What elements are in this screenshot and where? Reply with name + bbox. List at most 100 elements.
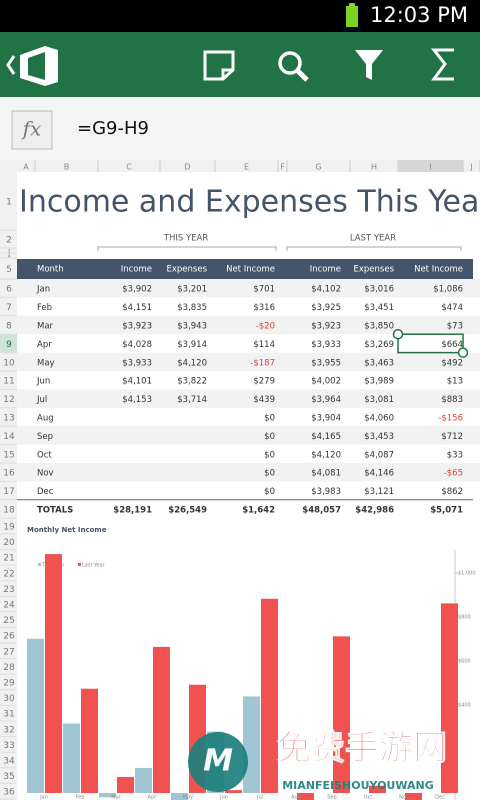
column-letter: I <box>429 163 431 172</box>
row-number: 29 <box>3 679 15 689</box>
column-letter: G <box>315 163 321 172</box>
cell: $4,087 <box>364 450 394 460</box>
cell: $3,904 <box>311 414 341 424</box>
x-tick-label: Nov <box>399 795 409 800</box>
bar <box>81 689 98 793</box>
row-number: 19 <box>3 523 15 533</box>
cell: $4,028 <box>122 340 152 350</box>
page: 12:03 PM fx =G9-H9 ABCDEFGHIJ12345678910… <box>0 0 480 800</box>
cell: -$156 <box>438 414 463 424</box>
formula-text[interactable]: =G9-H9 <box>77 118 149 139</box>
cell: $0 <box>264 487 275 497</box>
column-letter: H <box>371 163 377 172</box>
cell: $3,983 <box>311 487 341 497</box>
cell: $712 <box>441 432 463 442</box>
cell: $4,151 <box>122 303 152 313</box>
row-number: 25 <box>3 616 14 626</box>
cell: -$20 <box>256 322 275 332</box>
group-header: THIS YEAR <box>163 234 209 244</box>
bar <box>63 723 80 793</box>
row-number: 10 <box>3 358 15 368</box>
cell: Jun <box>36 377 50 387</box>
x-tick-label: Mar <box>111 795 121 800</box>
cell: $4,146 <box>364 469 394 479</box>
cell: Jan <box>36 285 50 295</box>
cell: May <box>37 358 55 368</box>
selection-handle <box>459 348 468 357</box>
row-number: 13 <box>3 414 14 424</box>
cell: $0 <box>264 450 275 460</box>
cell: $4,060 <box>364 414 394 424</box>
cell: Aug <box>37 414 54 424</box>
cell: $5,071 <box>430 506 463 516</box>
cell: TOTALS <box>37 506 73 516</box>
cell: $33 <box>447 450 463 460</box>
cell: $0 <box>264 469 275 479</box>
x-tick-label: Jan <box>39 795 48 800</box>
cell: $1,642 <box>242 506 275 516</box>
cell: $3,902 <box>122 285 152 295</box>
cell: $3,451 <box>364 303 394 313</box>
cell: Jul <box>36 395 47 405</box>
column-header: Income <box>310 265 341 275</box>
x-tick-label: Jul <box>256 795 263 800</box>
row-number: 6 <box>6 285 12 295</box>
row-number: 35 <box>3 772 14 782</box>
bar <box>225 790 242 793</box>
cell: $3,201 <box>177 285 207 295</box>
legend-swatch <box>38 563 41 566</box>
y-tick-label: $1,000 <box>458 571 476 577</box>
row-shade <box>17 353 480 371</box>
column-letter: B <box>64 163 70 172</box>
row-number: 28 <box>3 663 15 673</box>
battery-tip <box>349 3 355 7</box>
y-tick-label: $600 <box>458 659 471 665</box>
cell: $3,989 <box>364 377 394 387</box>
cell: $3,923 <box>311 322 341 332</box>
bar <box>261 599 278 793</box>
column-header: Net Income <box>226 265 275 275</box>
cell: $13 <box>447 377 463 387</box>
cell: $114 <box>253 340 275 350</box>
cell: $701 <box>253 285 275 295</box>
cell: Nov <box>37 469 54 479</box>
cell: $4,165 <box>311 432 341 442</box>
cell: $3,923 <box>122 322 152 332</box>
cell: $4,081 <box>311 469 341 479</box>
cell: $0 <box>264 432 275 442</box>
cell: $3,943 <box>177 322 207 332</box>
cell: $474 <box>441 303 463 313</box>
cell: Feb <box>37 303 52 313</box>
cell: $3,016 <box>364 285 394 295</box>
cell: $3,925 <box>311 303 341 313</box>
cell: $28,191 <box>113 506 152 516</box>
cell: Sep <box>37 432 53 442</box>
cell: $3,463 <box>364 358 394 368</box>
y-tick-label: $800 <box>458 615 471 621</box>
cell: $664 <box>441 340 463 350</box>
x-tick-label: Dec <box>435 795 445 800</box>
cell: -$65 <box>444 469 463 479</box>
cell: Apr <box>37 340 52 350</box>
watermark: M 免费手游网 MIANFEISHOUYOUWANG <box>188 729 447 793</box>
bar <box>45 554 62 793</box>
cell: $26,549 <box>168 506 207 516</box>
cell: -$187 <box>250 358 275 368</box>
row-number: 4 <box>8 254 11 259</box>
row-number: 7 <box>6 303 12 313</box>
column-header: Expenses <box>167 265 208 275</box>
watermark-title: 免费手游网 <box>277 729 447 769</box>
row-number: 1 <box>6 198 12 208</box>
cell: $862 <box>441 487 463 497</box>
cell: $279 <box>253 377 275 387</box>
column-header: Income <box>121 265 152 275</box>
sheet-title: Income and Expenses This Year <box>19 185 480 220</box>
bar <box>333 636 350 793</box>
row-shade <box>17 389 480 407</box>
row-number: 20 <box>3 538 15 548</box>
cell: $4,120 <box>311 450 341 460</box>
x-tick-label: Sep <box>327 795 336 800</box>
status-time: 12:03 PM <box>370 3 468 27</box>
cell: $3,714 <box>177 395 207 405</box>
cell: $3,914 <box>177 340 207 350</box>
